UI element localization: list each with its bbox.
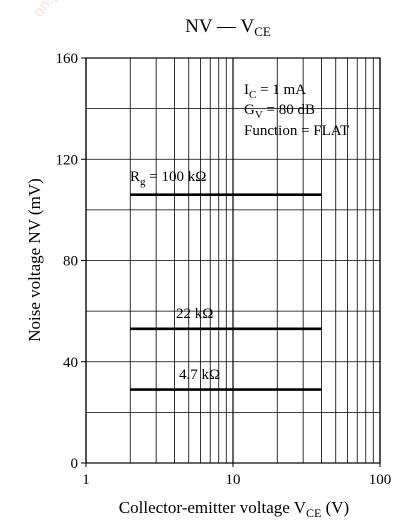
condition-function: Function = FLAT: [244, 123, 349, 139]
series-label-22k: 22 kΩ: [176, 306, 213, 322]
series-lines: [130, 193, 322, 391]
grid: [85, 58, 381, 463]
y-tick-label: 0: [71, 456, 79, 472]
title-separator: —: [212, 16, 240, 37]
test-conditions: IC = 1 mA GV = 80 dB Function = FLAT: [244, 82, 349, 139]
title-main: NV: [185, 16, 213, 37]
y-tick-label: 160: [56, 51, 79, 67]
title-var: V: [240, 16, 254, 37]
x-tick-label: 10: [226, 472, 241, 488]
x-tick-label: 1: [82, 472, 90, 488]
series-label-4-7k: 4.7 kΩ: [179, 367, 220, 383]
condition-gv: GV = 80 dB: [244, 102, 315, 121]
x-tick-label: 100: [369, 472, 392, 488]
y-tick-label: 80: [63, 254, 78, 270]
axis-ticks: 0 40 80 120 160 1 10 100: [56, 51, 392, 488]
x-axis-label: Collector-emitter voltage VCE (V): [119, 498, 349, 520]
series-label-100k: Rg = 100 kΩ: [130, 169, 206, 188]
y-tick-label: 40: [63, 355, 78, 371]
y-tick-label: 120: [56, 152, 79, 168]
title-subscript: CE: [254, 24, 271, 39]
chart-title: NV — VCE: [185, 16, 271, 39]
condition-ic: IC = 1 mA: [244, 82, 306, 101]
y-axis-label: Noise voltage NV (mV): [25, 178, 44, 342]
